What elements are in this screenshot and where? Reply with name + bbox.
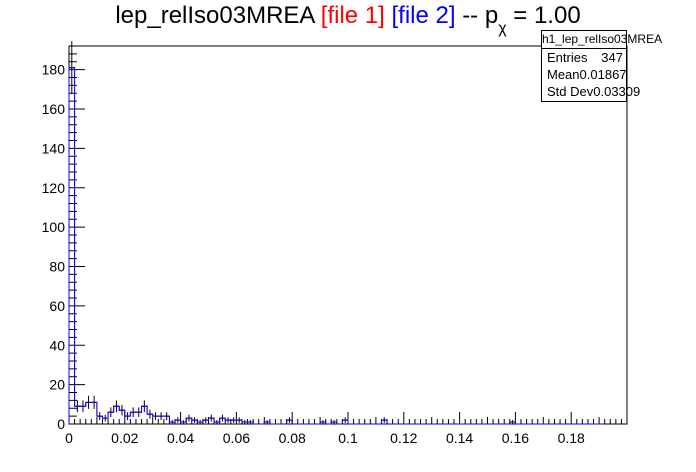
y-tick-label: 0: [57, 416, 65, 432]
stats-std-row: Std Dev 0.03309: [542, 83, 640, 101]
stats-entries-label: Entries: [547, 50, 588, 65]
x-tick-label: 0.12: [390, 430, 417, 446]
stats-entries-row: Entries 347: [542, 49, 626, 66]
plot-frame: [68, 45, 628, 425]
x-tick-label: 0.08: [279, 430, 306, 446]
stats-std-value: 0.03309: [593, 84, 641, 99]
stats-entries-value: 347: [601, 50, 623, 65]
y-tick-label: 80: [49, 259, 65, 275]
y-tick-label: 180: [42, 62, 66, 78]
chart-title: lep_relIso03MREA [file 1] [file 2] -- pχ…: [0, 2, 696, 37]
y-tick-label: 20: [49, 377, 65, 393]
series-1-histogram: [68, 67, 605, 425]
stats-std-label: Std Dev: [547, 84, 594, 99]
title-chi: χ: [498, 20, 507, 37]
y-tick-label: 40: [49, 337, 65, 353]
x-tick-label: 0.06: [223, 430, 250, 446]
stats-mean-row: Mean 0.01867: [542, 66, 627, 83]
stats-mean-label: Mean: [547, 67, 580, 82]
x-tick-label: 0.02: [111, 430, 138, 446]
y-tick-label: 60: [49, 298, 65, 314]
y-tick-label: 160: [42, 101, 66, 117]
x-tick-label: 0.1: [338, 430, 358, 446]
title-file1: [file 1]: [320, 2, 385, 29]
x-tick-label: 0.16: [502, 430, 529, 446]
x-tick-label: 0.04: [167, 430, 194, 446]
title-file2: [file 2]: [391, 2, 456, 29]
x-tick-label: 0: [65, 430, 73, 446]
y-tick-label: 140: [42, 140, 66, 156]
y-tick-label: 120: [42, 180, 66, 196]
x-tick-label: 0.14: [446, 430, 473, 446]
title-value: = 1.00: [513, 2, 581, 29]
title-name: lep_relIso03MREA: [115, 2, 315, 29]
series-2-histogram: [68, 67, 605, 425]
y-tick-label: 100: [42, 219, 66, 235]
stats-box: h1_lep_relIso03MREA Entries 347 Mean 0.0…: [541, 30, 662, 102]
stats-mean-value: 0.01867: [579, 67, 627, 82]
title-sep: -- p: [462, 2, 499, 29]
stats-title: h1_lep_relIso03MREA: [542, 31, 662, 49]
x-tick-label: 0.18: [558, 430, 585, 446]
